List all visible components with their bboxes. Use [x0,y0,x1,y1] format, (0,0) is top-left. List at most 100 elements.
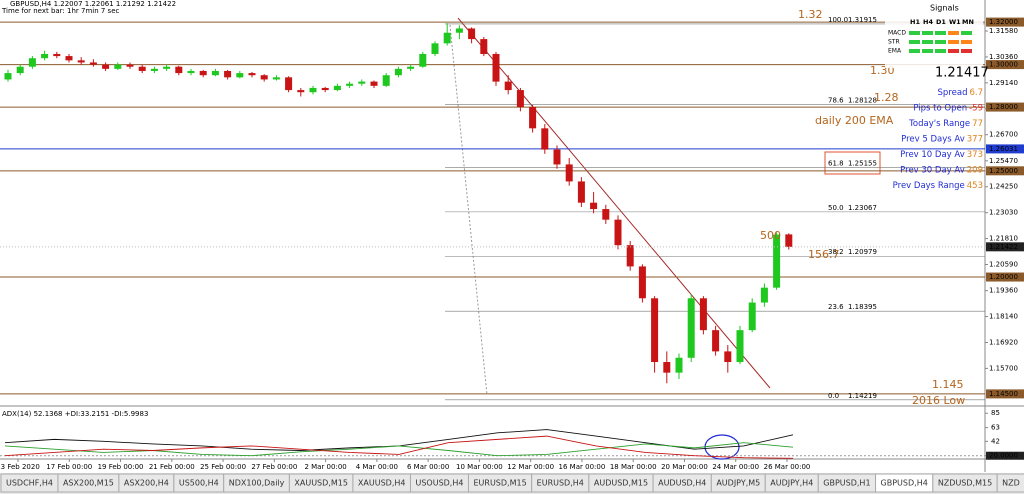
candle-body [553,149,561,165]
stat-label: Prev 5 Days Av [901,134,965,144]
y-tick-label: 1.20590 [989,261,1018,269]
panel-row: EMA [888,48,902,55]
tab[interactable]: USDCHF,H4 [6,479,53,488]
stat-label: Pips to Open [913,103,967,113]
level-label: 1.20000 [989,273,1018,281]
stat: Prev 30 Day Av 209 [900,165,983,175]
signal-cell [922,40,933,44]
tab-group: AUDUSD,H4 [652,473,712,493]
tab[interactable]: XAUUSD,M15 [294,479,348,488]
candle-body [285,77,293,91]
candle-body [114,64,122,69]
fib-price: 1.28128 [848,96,877,104]
tab[interactable]: NDX100,Daily [229,479,285,488]
tab[interactable]: USOUSD,H4 [415,479,463,488]
candle-body [41,53,49,59]
level-label: 20.0000 [989,452,1018,460]
tab-group: US500,H4 [173,473,225,493]
y-tick-label: 85 [991,409,1000,417]
y-tick-label: 1.21810 [989,235,1018,243]
signal-cell [935,49,946,53]
candle-body [297,90,305,93]
candle-body [602,209,610,220]
stat-label: Prev Days Range [893,181,965,191]
tab-group: XAUUSD,H4 [352,473,411,493]
panel-column: H1 [910,18,920,26]
tab[interactable]: GBPUSD,H1 [823,479,870,488]
chart-header: GBPUSD,H4 1.22007 1.22061 1.21292 1.2142… [10,0,176,8]
tab[interactable]: XAUUSD,H4 [358,479,406,488]
y-tick-label: 63 [991,424,1000,432]
tab-group: AUDUSD,M15 [588,473,654,493]
signal-cell [909,31,920,35]
level-tag [986,17,1024,27]
candle-body [675,357,683,373]
current-price-tag [986,242,1024,252]
indicator-pane [0,429,985,459]
signal-cell [922,49,933,53]
candle-body [260,75,268,80]
candle-body [150,68,158,71]
level-tag [986,451,1024,460]
candle-body [138,66,146,71]
candle-body [28,58,36,67]
tab[interactable]: ASX200,M15 [63,479,114,488]
panel-column: W1 [949,18,961,26]
y-tick-label: 1.18140 [989,313,1018,321]
panel-row: MACD [888,30,906,37]
tab-group: EURUSD,M15 [467,473,533,493]
annotation: 156.7 [808,248,840,261]
candle-body [211,70,219,76]
tab[interactable]: GBPUSD,H4 [881,479,928,488]
stat: Today's Range 77 [908,119,983,129]
tab-group: ASX200,M15 [57,473,120,493]
y-tick-label: 1.19360 [989,287,1018,295]
y-tick-label: 1.26700 [989,131,1018,139]
tab[interactable]: AUDUSD,M15 [594,479,648,488]
level-tag [986,102,1024,112]
fib-ratio: 61.8 [828,160,844,168]
stat-value: 6.7 [969,88,983,98]
stat: Pips to Open -59 [913,103,983,113]
candle-body [760,287,768,303]
candle-body [187,70,195,74]
candle-body [199,70,207,76]
candle-body [663,362,671,373]
stat-label: Prev 30 Day Av [900,165,965,175]
signal-cell [948,49,959,53]
tab[interactable]: NZD [1002,479,1020,488]
panel-column: D1 [936,18,946,26]
candle-body [590,202,598,210]
tab[interactable]: AUDUSD,H4 [658,479,706,488]
tab[interactable]: US500,H4 [179,479,219,488]
fib-trend [449,24,488,396]
level-tag [986,60,1024,70]
x-tick-label: 13 Feb 2020 [0,463,40,471]
candle-body [224,70,232,78]
x-tick-label: 20 Mar 00:00 [661,463,708,471]
tab-group: AUDJPY,M5 [710,473,766,493]
candle-body [638,266,646,299]
candle-body [699,298,707,331]
y-tick-label: 1.16920 [989,338,1018,346]
tab-group: NZDUSD,M15 [932,473,998,493]
bar-timer: Time for next bar: 1hr 7min 7 sec [1,7,120,15]
tab[interactable]: EURUSD,M15 [473,479,526,488]
x-tick-label: 6 Mar 00:00 [407,463,449,471]
x-tick-label: 27 Feb 00:00 [251,463,297,471]
candle-body [175,66,183,74]
y-tick-label: 1.25470 [989,157,1018,165]
x-tick-label: 16 Mar 00:00 [559,463,606,471]
fib-ratio: 78.6 [828,96,844,104]
candle-body [358,81,366,84]
tab[interactable]: AUDJPY,M5 [716,479,760,488]
tab[interactable]: AUDJPY,H4 [770,479,813,488]
candle-body [309,87,317,93]
tab[interactable]: EURUSD,H4 [537,479,584,488]
fib-ratio: 50.0 [828,204,844,212]
tab[interactable]: ASX200,H4 [124,479,169,488]
stat: Spread 6.7 [938,88,983,98]
tab[interactable]: NZDUSD,M15 [938,479,992,488]
level-label: 1.25000 [989,167,1018,175]
